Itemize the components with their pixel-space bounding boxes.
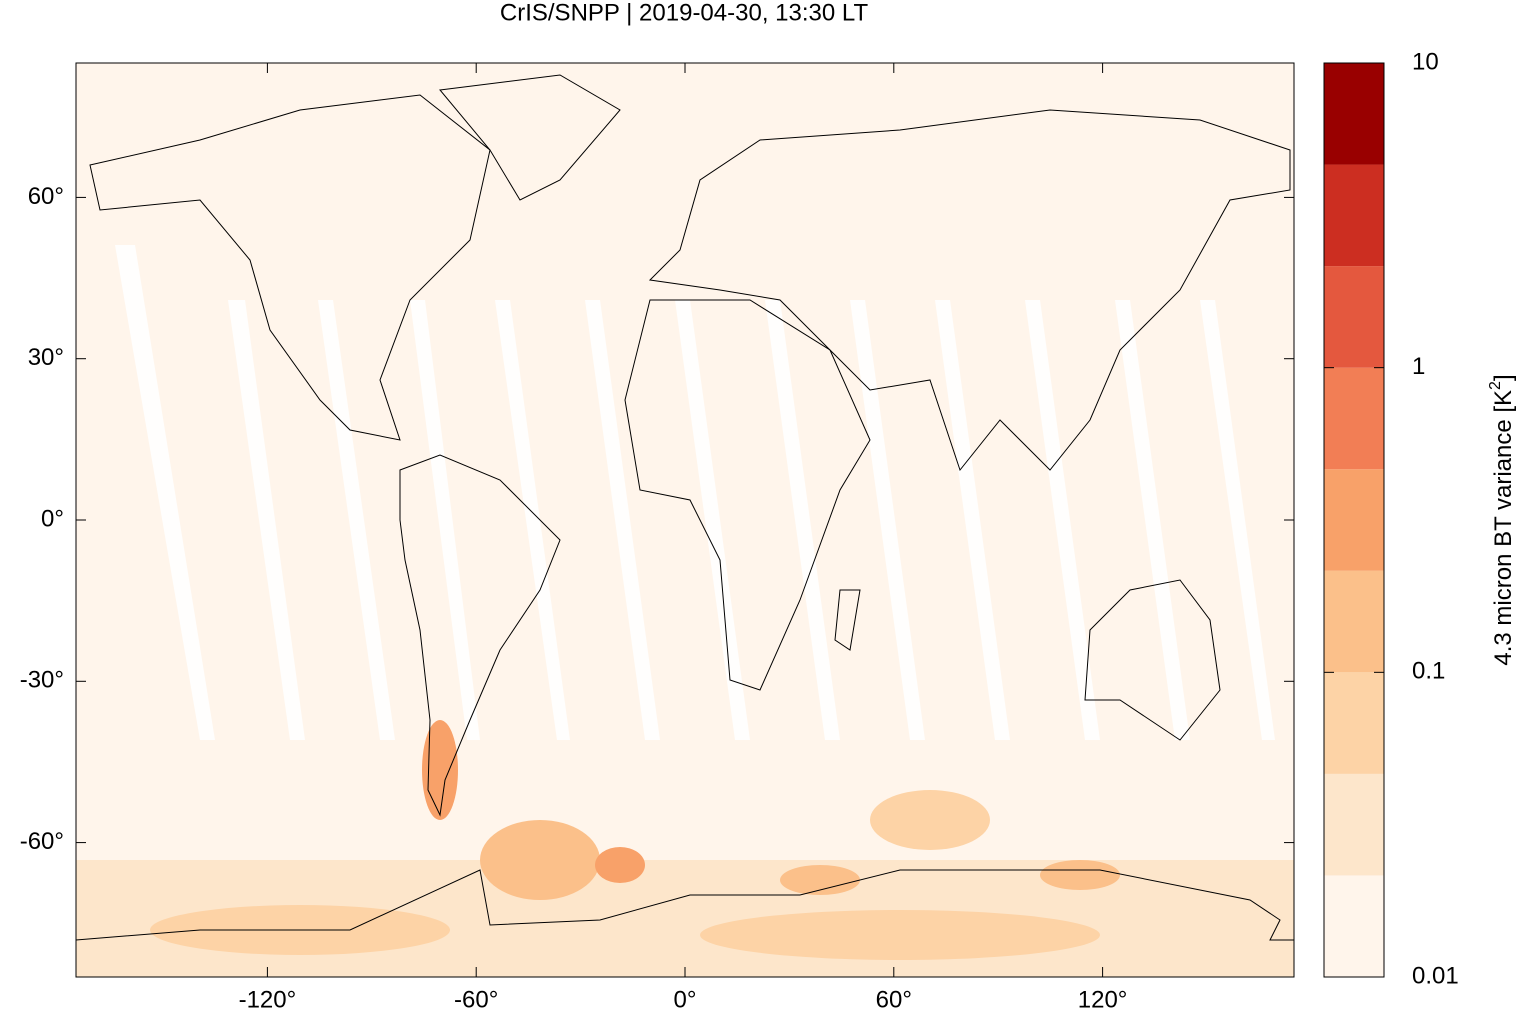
colorbar-tick-label: 10 [1412,48,1439,75]
y-tick-label: -30° [20,667,64,694]
x-tick-label: 0° [674,986,697,1013]
colorbar-band [1324,875,1384,977]
y-tick-label: -60° [20,828,64,855]
coastlines [76,74,1294,941]
data-gaps [115,245,1275,740]
colorbar-band [1324,469,1384,571]
colorbar-label-suffix: ] [1490,374,1517,381]
x-tick-label: 120° [1078,986,1128,1013]
colorbar-tick-label: 0.01 [1412,962,1459,989]
colorbar-frame [1323,62,1385,978]
colorbar-band [1324,63,1384,165]
map-background [76,63,1294,977]
colorbar-label-text: 4.3 micron BT variance [K [1490,390,1517,666]
chart-title: CrIS/SNPP | 2019-04-30, 13:30 LT [500,0,869,26]
colorbar-band [1324,672,1384,774]
map-field [76,63,1294,977]
colorbar-tick-label: 0.1 [1412,658,1445,685]
colorbar-band [1324,266,1384,368]
colorbar-label: 4.3 micron BT variance [K2] [1487,374,1517,665]
y-tick-label: 60° [28,183,64,210]
colorbar-band [1324,773,1384,876]
y-tick-label: 30° [28,344,64,371]
x-tick-label: -120° [239,986,297,1013]
colorbar-band [1324,164,1384,267]
colorbar-band [1324,367,1384,470]
y-tick-label: 0° [41,505,64,532]
colorbar-band [1324,570,1384,673]
colorbar-label-sup: 2 [1487,381,1504,390]
x-tick-label: -60° [454,986,498,1013]
x-tick-label: 60° [876,986,912,1013]
colorbar-tick-label: 1 [1412,353,1425,380]
